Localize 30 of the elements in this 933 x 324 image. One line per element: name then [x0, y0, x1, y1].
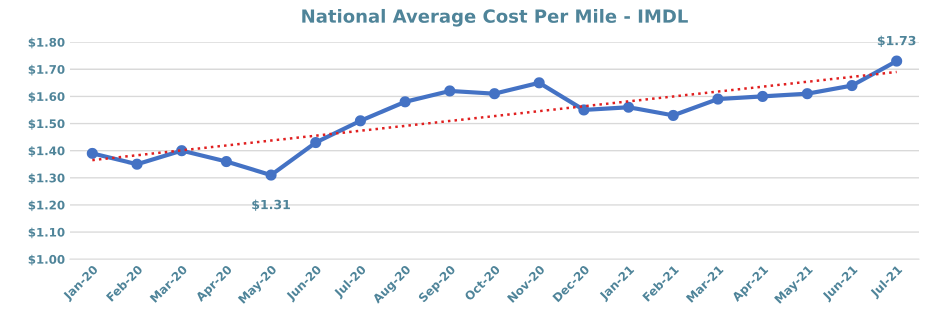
- point: [578, 104, 590, 116]
- y-tick-label: $1.70: [28, 64, 65, 76]
- point: [488, 88, 500, 100]
- chart-title: National Average Cost Per Mile - IMDL: [302, 8, 688, 27]
- y-tick-label: $1.50: [28, 119, 65, 130]
- point: [131, 158, 143, 170]
- point: [712, 94, 724, 105]
- point: [622, 102, 634, 113]
- point: [668, 110, 679, 121]
- y-tick-label: $1.30: [28, 173, 65, 184]
- point: [534, 77, 545, 88]
- y-tick-label: $1.40: [28, 146, 65, 157]
- point: [802, 88, 813, 100]
- point: [310, 136, 322, 148]
- point: [891, 56, 902, 67]
- data-label: $1.31: [252, 200, 290, 211]
- point: [86, 148, 98, 159]
- point: [846, 80, 858, 92]
- data-label: $1.73: [878, 36, 916, 47]
- y-tick-label: $1.20: [28, 200, 65, 212]
- y-tick-label: $1.80: [28, 38, 65, 48]
- point: [757, 90, 768, 102]
- y-tick-label: $1.60: [28, 92, 65, 103]
- point: [266, 170, 277, 181]
- point: [220, 156, 232, 168]
- point: [400, 96, 411, 108]
- y-tick-label: $1.00: [28, 254, 65, 266]
- y-tick-label: $1.10: [28, 228, 65, 238]
- point: [444, 85, 456, 97]
- point: [354, 115, 366, 126]
